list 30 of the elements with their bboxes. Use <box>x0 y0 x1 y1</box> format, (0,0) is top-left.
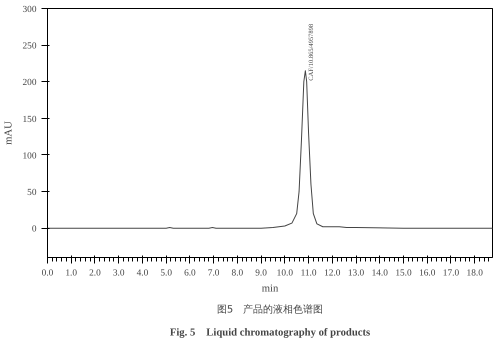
x-tick-label: 8.0 <box>232 268 244 278</box>
x-tick-label: 0.0 <box>42 268 54 278</box>
y-tick-label: 200 <box>22 78 37 88</box>
x-tick-label: 3.0 <box>112 268 125 278</box>
x-tick-label: 13.0 <box>348 268 365 278</box>
x-tick-label: 10.0 <box>276 268 294 278</box>
y-tick-label: 50 <box>27 188 37 198</box>
x-tick-label: 15.0 <box>395 268 412 278</box>
x-tick-label: 12.0 <box>324 268 341 278</box>
x-tick-label: 18.0 <box>466 268 484 278</box>
text: 图5 产品的液相色谱图 <box>216 304 324 316</box>
x-tick-label: 9.0 <box>255 268 268 278</box>
y-tick-label: 0 <box>32 224 37 235</box>
x-tick-label: 2.0 <box>89 268 102 278</box>
y-tick-label: 250 <box>22 42 37 52</box>
x-tick-label: 16.0 <box>419 268 436 278</box>
x-tick-label: 5.0 <box>160 268 172 278</box>
x-tick-label: 17.0 <box>442 268 460 278</box>
x-tick-label: 11.0 <box>300 268 317 278</box>
y-axis-title: mAU <box>4 120 15 145</box>
y-tick-label: 100 <box>22 151 37 162</box>
y-tick-label: 300 <box>22 5 37 15</box>
x-tick-label: 4.0 <box>136 268 149 278</box>
x-axis-title: min <box>262 284 279 294</box>
text: Fig. 5 Liquid chromatography of products <box>170 328 370 338</box>
x-tick-label: 14.0 <box>372 268 388 278</box>
x-tick-label: 7.0 <box>208 268 220 278</box>
x-tick-label: 6.0 <box>184 268 196 278</box>
y-tick-label: 150 <box>22 114 37 125</box>
x-tick-label: 1.0 <box>65 268 78 278</box>
